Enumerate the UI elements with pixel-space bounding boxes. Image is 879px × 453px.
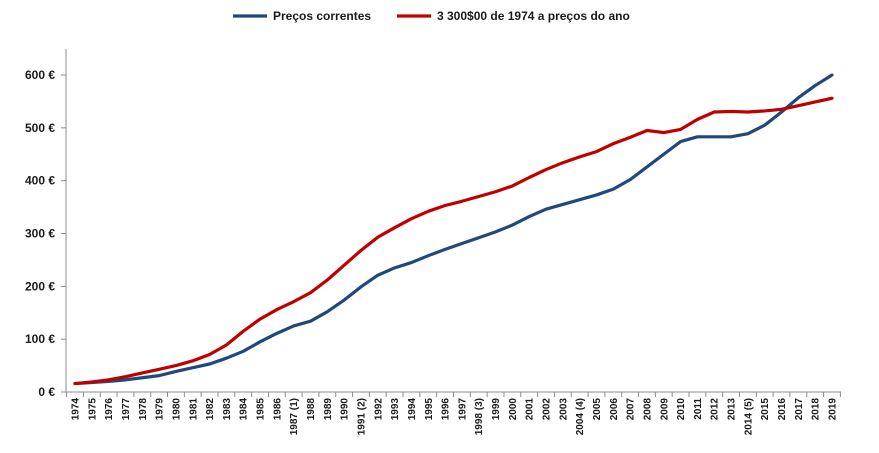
x-tick-label: 2000 [508,398,519,421]
x-tick-label: 1977 [121,398,132,421]
x-tick-label: 1995 [424,398,435,421]
x-tick-label: 1975 [87,398,98,421]
series-layer [73,73,834,386]
x-tick-label: 1993 [390,398,401,421]
x-tick-label: 2018 [811,398,822,421]
x-tick-label: 1988 [306,398,317,421]
x-tick-label: 2010 [676,398,687,421]
y-axis: 0 € 100 € 200 € 300 € 400 € 500 € 600 € [25,49,67,399]
x-tick-label: 1986 [272,398,283,421]
x-tick-label: 1992 [373,398,384,421]
x-tick-label: 1978 [138,398,149,421]
x-tick-label: 2009 [659,398,670,421]
x-tick-label: 1985 [256,398,267,421]
series-line-2 [73,96,834,386]
x-tick-label: 2015 [760,398,771,421]
x-tick-label: 2006 [609,398,620,421]
y-tick-label: 400 € [25,174,55,188]
x-tick-label: 1991 (2) [356,398,367,435]
x-tick-label: 1976 [104,398,115,421]
legend-label-1: Preços correntes [273,9,371,23]
x-tick-label: 1983 [222,398,233,421]
x-tick-label: 1999 [491,398,502,421]
y-tick-label: 300 € [25,227,55,241]
legend-label-2: 3 300$00 de 1974 a preços do ano [437,9,630,23]
x-tick-label: 1994 [407,398,418,421]
series-line-1 [73,73,834,386]
x-tick-label: 2003 [558,398,569,421]
legend: Preços correntes 3 300$00 de 1974 a preço… [233,9,630,23]
x-tick-label: 2011 [693,398,704,420]
x-tick-label: 2004 (4) [575,398,586,435]
x-tick-label: 2013 [727,398,738,421]
x-tick-label: 2008 [642,398,653,421]
x-tick-label: 1980 [171,398,182,421]
y-tick-label: 200 € [25,279,55,293]
y-tick-label: 600 € [25,68,55,82]
x-axis: 1974 1975 1976 1977 1978 1979 1980 1981 1982 1983… [66,391,841,435]
x-tick-label: 2012 [710,398,721,421]
x-tick-label: 1974 [71,398,82,421]
x-tick-label: 1989 [323,398,334,421]
x-tick-label: 1982 [205,398,216,421]
y-tick-label: 0 € [38,385,55,399]
x-tick-label: 1984 [239,398,250,421]
x-tick-label: 1987 (1) [289,398,300,435]
x-tick-label: 2014 (5) [743,398,754,435]
x-tick-label: 2007 [626,398,637,421]
x-tick-label: 1996 [441,398,452,421]
x-tick-label: 2005 [592,398,603,421]
x-tick-label: 1981 [188,398,199,421]
x-tick-label: 1997 [457,398,468,421]
x-tick-label: 2016 [777,398,788,421]
x-tick-label: 2017 [794,398,805,421]
y-tick-label: 100 € [25,332,55,346]
x-tick-label: 2019 [828,398,839,421]
y-tick-label: 500 € [25,121,55,135]
x-tick-label: 2001 [525,398,536,421]
x-tick-label: 2002 [542,398,553,421]
x-tick-label: 1979 [155,398,166,421]
x-tick-label: 1998 (3) [474,398,485,435]
x-tick-label: 1990 [340,398,351,421]
